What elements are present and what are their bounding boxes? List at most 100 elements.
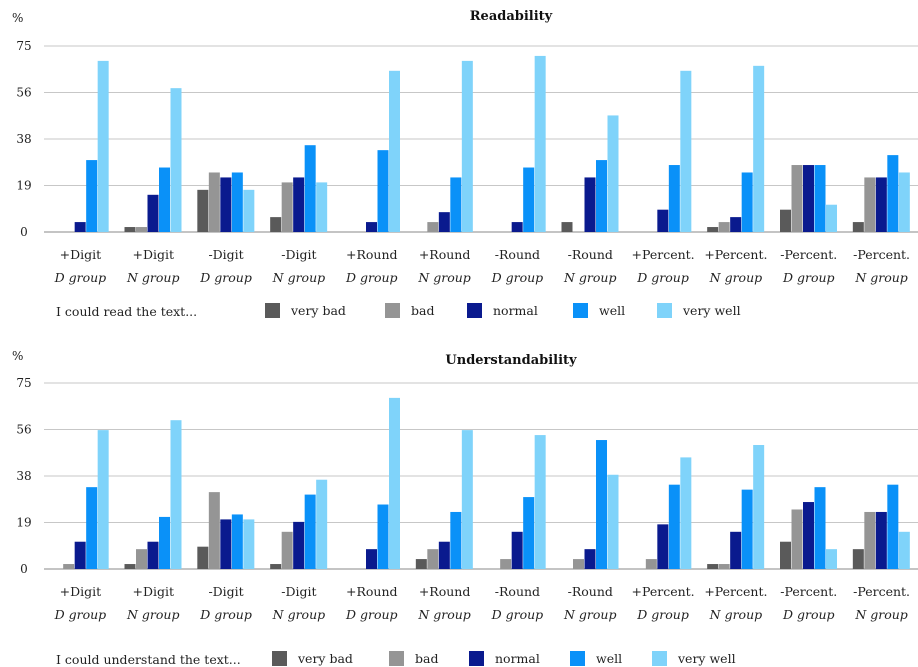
bar-normal [75,222,86,232]
bar-normal [657,210,668,232]
bar-very-bad [707,227,718,232]
bar-normal [366,222,377,232]
bar-very-well [535,435,546,569]
x-group-label: D group [782,270,835,285]
legend-label: well [596,651,622,666]
bar-normal [439,542,450,569]
bar-very-bad [780,210,791,232]
bar-bad [209,492,220,569]
x-category-label: +Digit [132,584,174,599]
bar-bad [792,165,803,232]
bar-normal [220,519,231,569]
bar-very-well [316,182,327,232]
x-category-label: -Digit [208,247,243,262]
bar-bad [63,564,74,569]
bar-very-bad [197,547,208,569]
bar-well [596,440,607,569]
y-tick-label: 75 [16,376,31,390]
bar-very-well [171,420,182,569]
bar-very-well [899,532,910,569]
bar-normal [876,512,887,569]
bar-very-bad [197,190,208,232]
legend-prompt: I could understand the text... [56,652,241,667]
bar-bad [646,559,657,569]
bar-bad [864,512,875,569]
x-group-label: D group [199,270,252,285]
bar-bad [136,227,147,232]
legend-label: very bad [297,651,353,666]
bar-normal [803,165,814,232]
legend-swatch-very-bad [265,303,280,318]
bar-very-well [389,71,400,232]
bar-bad [500,559,511,569]
x-group-label: D group [199,607,252,622]
bar-normal [803,502,814,569]
y-axis-unit-label: % [12,349,23,363]
bar-very-bad [416,559,427,569]
chart-panel-2: % Understandability 0 19 38 56 75 +Digit D group… [12,349,918,667]
x-group-label: D group [636,607,689,622]
y-tick-label: 0 [20,225,28,239]
chart-title: Understandability [445,353,577,368]
x-group-label: D group [636,270,689,285]
bar-well [742,490,753,569]
bar-normal [148,542,159,569]
x-group-label: D group [54,270,107,285]
legend-label: very bad [290,303,346,318]
bar-normal [730,217,741,232]
bar-very-well [826,549,837,569]
bar-normal [585,177,596,232]
bar-very-bad [270,564,281,569]
bar-bad [719,564,730,569]
bar-normal [512,532,523,569]
x-category-label: +Round [419,584,471,599]
bar-very-well [462,430,473,569]
bar-bad [136,549,147,569]
bar-well [887,155,898,232]
bar-well [450,177,461,232]
bar-very-well [899,172,910,232]
y-tick-label: 75 [16,39,31,53]
legend-label: well [599,303,625,318]
x-group-label: N group [709,270,762,285]
bar-very-well [826,205,837,232]
x-category-label: +Digit [60,247,102,262]
bar-normal [439,212,450,232]
y-tick-label: 19 [16,516,31,530]
bar-normal [293,522,304,569]
bar-bad [427,222,438,232]
x-category-label: -Round [495,247,540,262]
bar-bad [282,182,293,232]
bar-very-well [753,66,764,232]
bar-normal [585,549,596,569]
bar-well [86,487,97,569]
bar-bad [427,549,438,569]
bar-very-well [680,457,691,569]
y-tick-label: 56 [16,86,31,100]
bar-well [305,145,316,232]
x-category-label: -Percent. [780,247,837,262]
legend-label: bad [411,303,434,318]
bar-well [86,160,97,232]
bar-very-well [535,56,546,232]
x-group-label: N group [126,607,179,622]
bar-well [742,172,753,232]
bar-well [669,485,680,569]
legend-label: very well [677,651,736,666]
bar-very-bad [780,542,791,569]
x-group-label: D group [345,607,398,622]
x-group-label: N group [417,607,470,622]
legend-swatch-very-well [652,651,667,666]
bar-normal [876,177,887,232]
x-category-label: -Percent. [853,247,910,262]
bar-well [232,172,243,232]
x-category-label: +Digit [60,584,102,599]
bar-very-well [608,475,619,569]
legend-swatch-well [573,303,588,318]
legend: I could read the text... very bad bad norma… [56,303,741,319]
chart-panel-1: % Readability 0 19 38 56 75 +Digit D group +Digit… [12,9,918,319]
x-group-label: D group [345,270,398,285]
bar-very-bad [707,564,718,569]
bar-normal [293,177,304,232]
bar-bad [573,559,584,569]
